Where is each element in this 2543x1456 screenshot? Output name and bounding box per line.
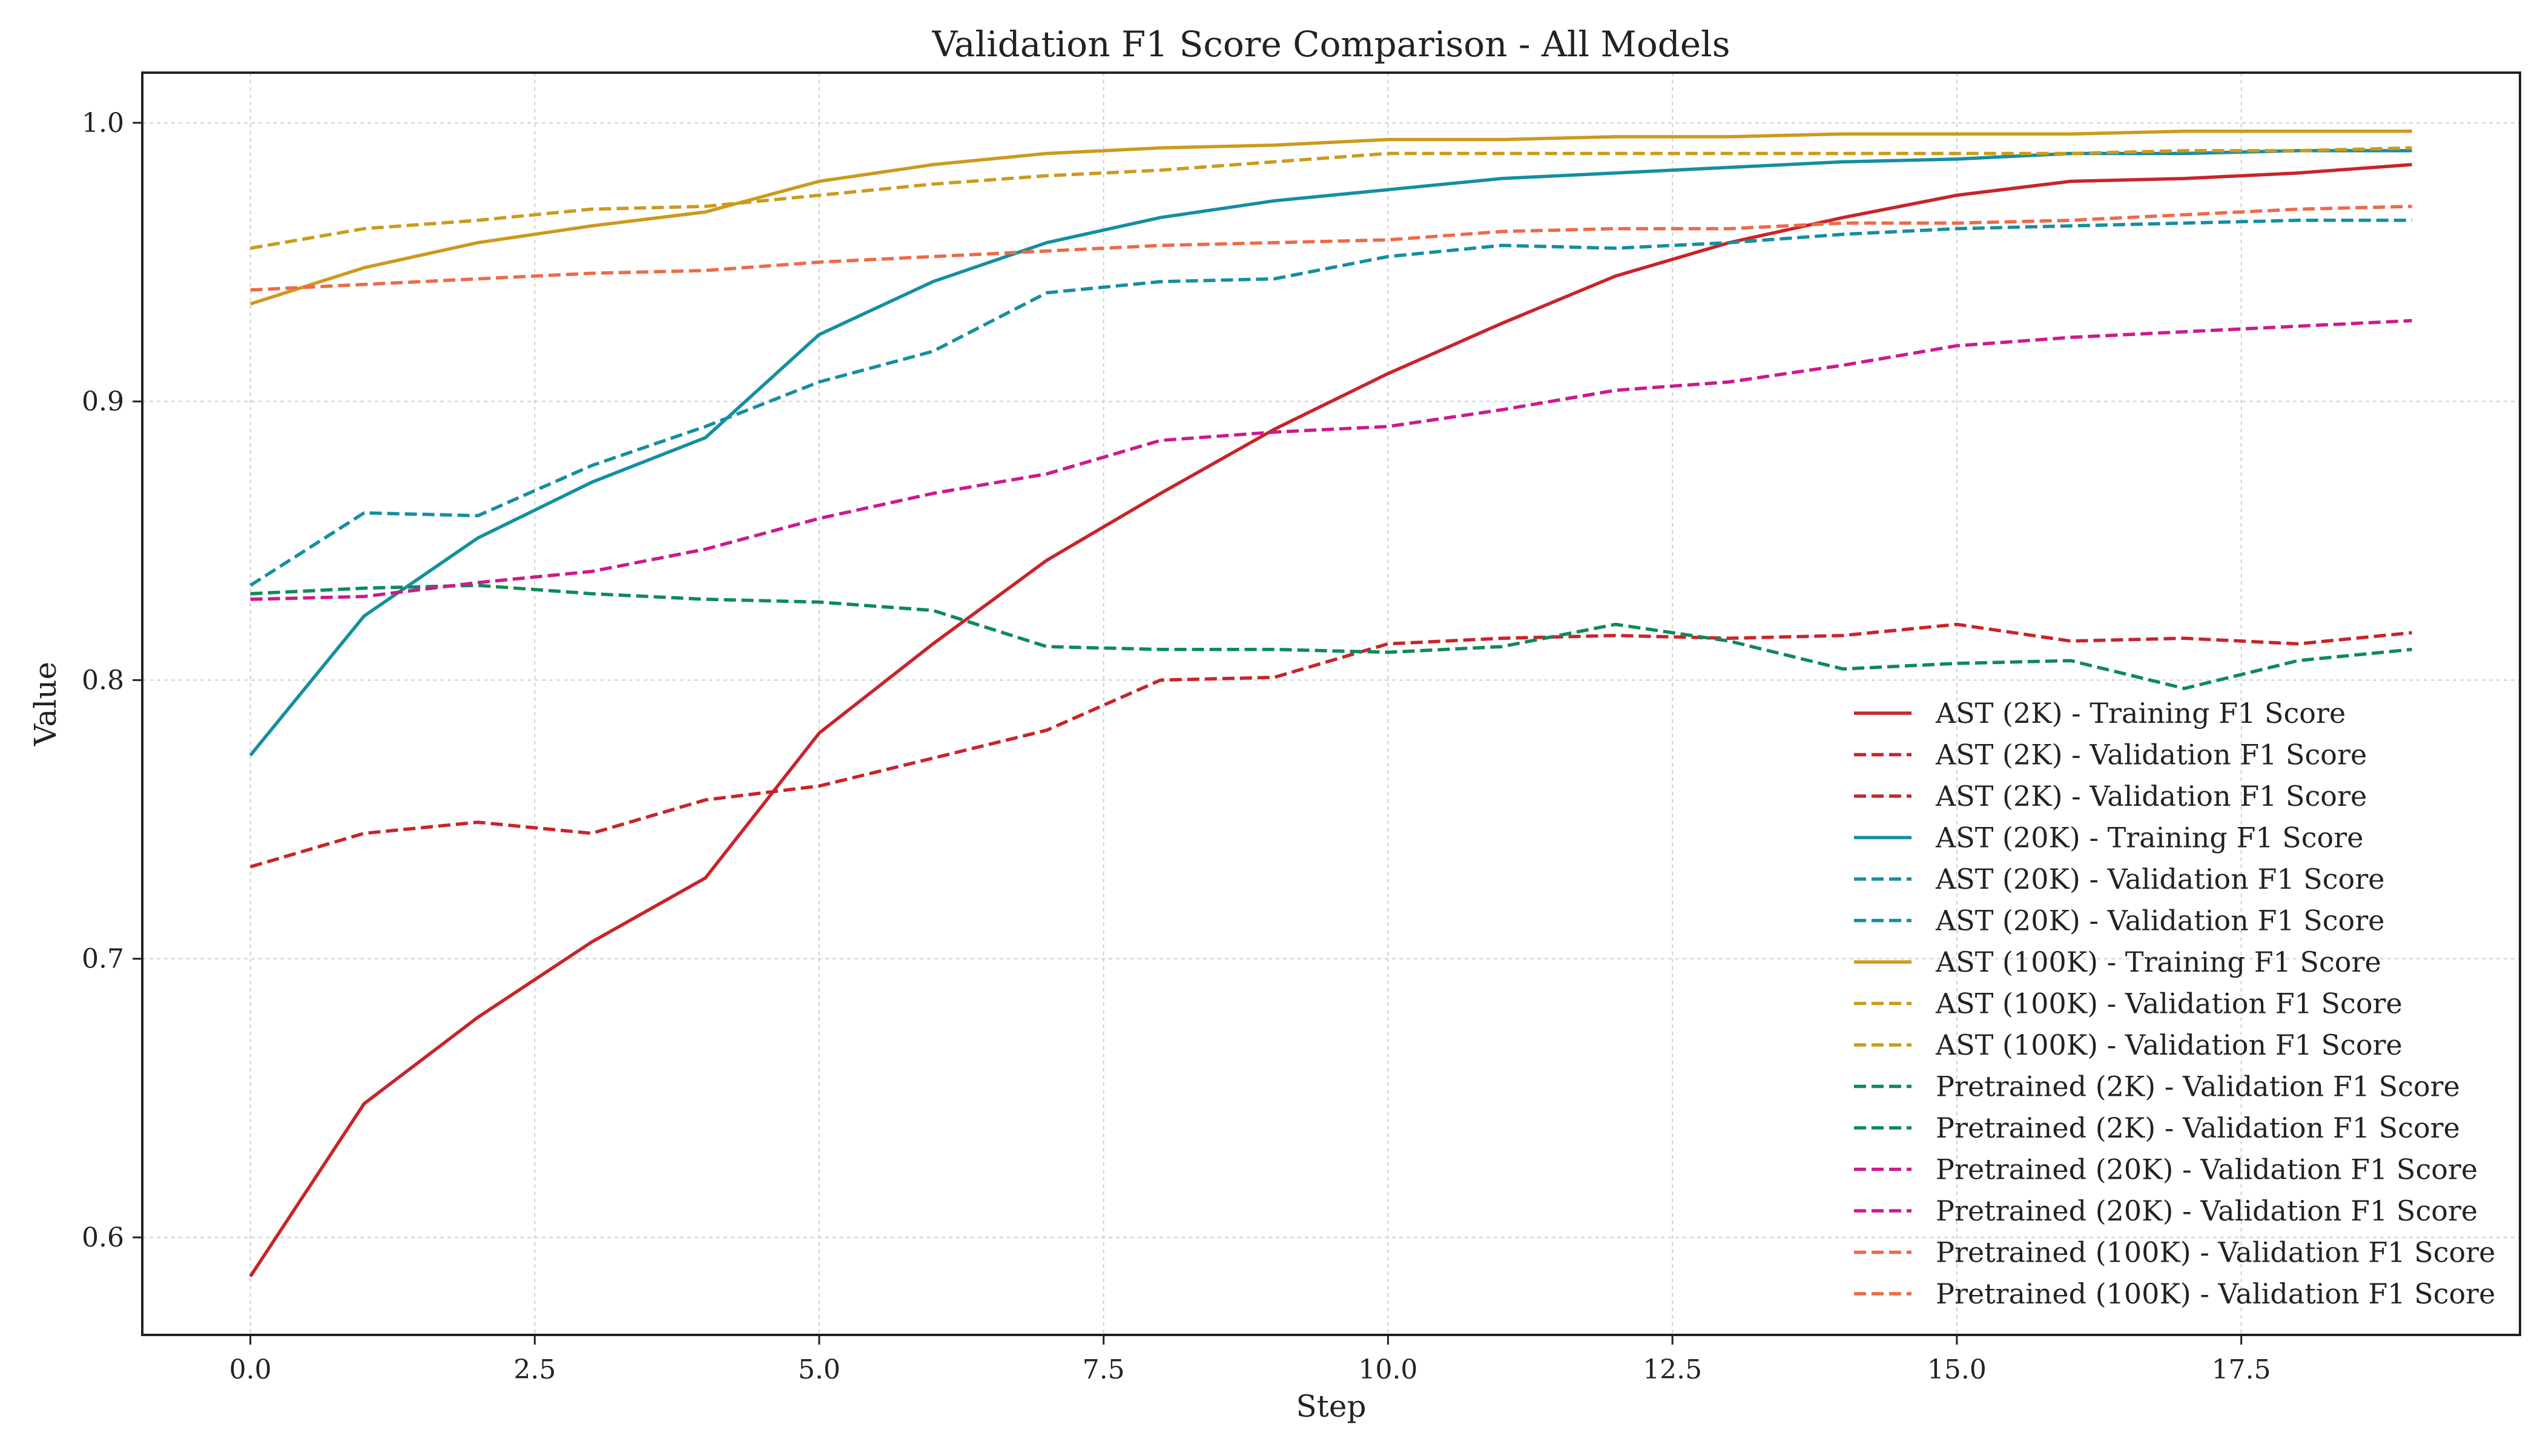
x-tick-label: 5.0	[798, 1354, 840, 1385]
series-line-3	[249, 149, 2412, 757]
plot-frame	[141, 71, 2521, 1336]
series-line-4	[249, 219, 2412, 587]
x-tick-label: 17.5	[2212, 1354, 2271, 1385]
legend-entry: Pretrained (20K) - Validation F1 Score	[1936, 1194, 2478, 1227]
series-line-5	[249, 129, 2412, 306]
y-tick-label: 0.6	[82, 1222, 124, 1253]
legend-entry: AST (20K) - Validation F1 Score	[1935, 904, 2384, 937]
y-tick-label: 0.7	[82, 944, 124, 975]
legend-entry: AST (100K) - Validation F1 Score	[1935, 987, 2403, 1020]
legend-entry: Pretrained (100K) - Validation F1 Score	[1936, 1277, 2495, 1310]
series-lines	[249, 129, 2412, 1277]
series-line-7	[250, 584, 2412, 690]
series-line-2	[249, 622, 2412, 869]
x-tick-label: 7.5	[1083, 1354, 1125, 1385]
series-line-9	[250, 205, 2412, 292]
y-tick-label: 0.8	[82, 665, 124, 696]
series-line-8	[250, 318, 2412, 601]
legend-entry: Pretrained (2K) - Validation F1 Score	[1936, 1070, 2460, 1103]
chart-title: Validation F1 Score Comparison - All Mod…	[932, 24, 1730, 65]
legend-entry: AST (2K) - Training F1 Score	[1935, 697, 2346, 730]
x-tick-label: 10.0	[1358, 1354, 1417, 1385]
y-tick-label: 0.9	[82, 386, 124, 417]
y-tick-label: 1.0	[82, 108, 124, 139]
series-line-1	[249, 163, 2412, 1277]
legend-entry: AST (100K) - Training F1 Score	[1935, 946, 2381, 978]
legend-entry: Pretrained (100K) - Validation F1 Score	[1936, 1236, 2495, 1269]
legend-entry: AST (2K) - Validation F1 Score	[1935, 780, 2367, 812]
axis-ticks: 0.0 2.5 5.0 7.5 10.0 12.5 15.0 17.5 0.6 0.7 0.8 0.9…	[82, 108, 2271, 1385]
legend-entry: Pretrained (20K) - Validation F1 Score	[1936, 1153, 2478, 1186]
x-tick-label: 12.5	[1643, 1354, 1702, 1385]
legend: AST (2K) - Training F1 Score AST (2K) - V…	[1854, 697, 2495, 1310]
legend-entry: AST (2K) - Validation F1 Score	[1935, 739, 2367, 771]
legend-entry: Pretrained (2K) - Validation F1 Score	[1936, 1112, 2460, 1144]
legend-entry: AST (20K) - Training F1 Score	[1935, 822, 2363, 854]
y-axis-label: Value	[28, 662, 63, 746]
legend-entry: AST (20K) - Validation F1 Score	[1935, 863, 2384, 895]
series-line-6	[250, 146, 2412, 250]
x-axis-label: Step	[1296, 1389, 1367, 1424]
x-tick-label: 0.0	[229, 1354, 272, 1385]
x-tick-label: 2.5	[513, 1354, 556, 1385]
x-tick-label: 15.0	[1927, 1354, 1987, 1385]
legend-entry: AST (100K) - Validation F1 Score	[1935, 1029, 2403, 1061]
